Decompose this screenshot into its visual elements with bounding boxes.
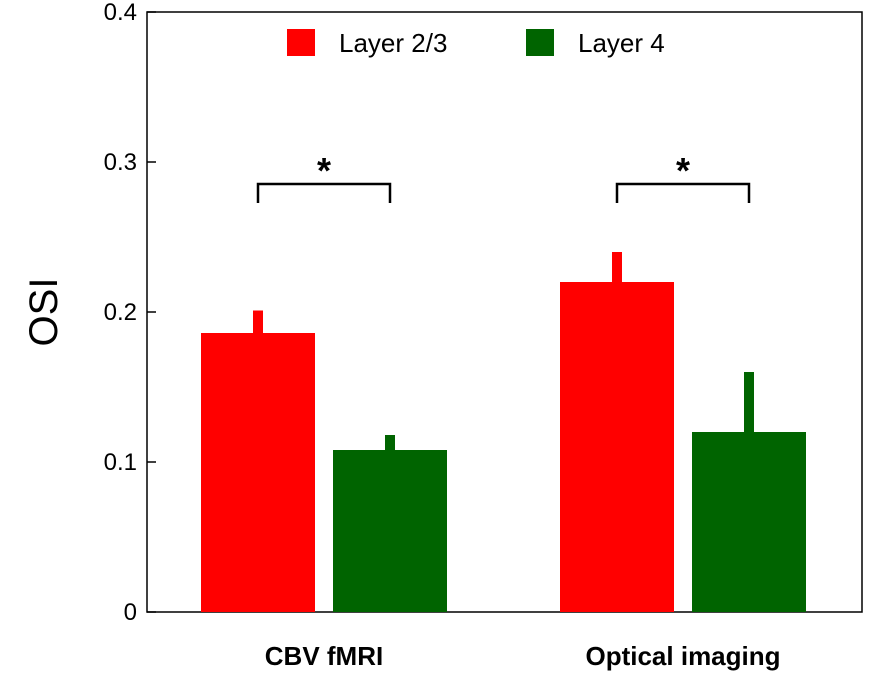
- error-bar: [612, 252, 622, 282]
- significance-bracket: [615, 182, 751, 203]
- error-bar: [385, 435, 395, 450]
- bar-layer-4: [333, 450, 447, 612]
- x-category-label: CBV fMRI: [265, 641, 383, 671]
- y-tick-label: 0.1: [104, 449, 137, 476]
- legend-label: Layer 4: [578, 28, 665, 58]
- significance-star: *: [317, 150, 331, 191]
- y-tick-label: 0.3: [104, 149, 137, 176]
- y-tick-label: 0.4: [104, 0, 137, 26]
- error-bar: [744, 372, 754, 432]
- legend-swatch: [526, 29, 554, 56]
- x-category-label: Optical imaging: [585, 641, 780, 671]
- y-tick-label: 0: [124, 599, 137, 626]
- y-axis-title: OSI: [22, 278, 66, 347]
- significance-star: *: [676, 150, 690, 191]
- bar-layer-4: [692, 432, 806, 612]
- y-tick-label: 0.2: [104, 299, 137, 326]
- bar-layer-2-3: [560, 282, 674, 612]
- legend-label: Layer 2/3: [339, 28, 447, 58]
- error-bar: [253, 310, 263, 333]
- significance-bracket: [256, 182, 392, 203]
- legend-swatch: [287, 29, 315, 56]
- bar-layer-2-3: [201, 333, 315, 612]
